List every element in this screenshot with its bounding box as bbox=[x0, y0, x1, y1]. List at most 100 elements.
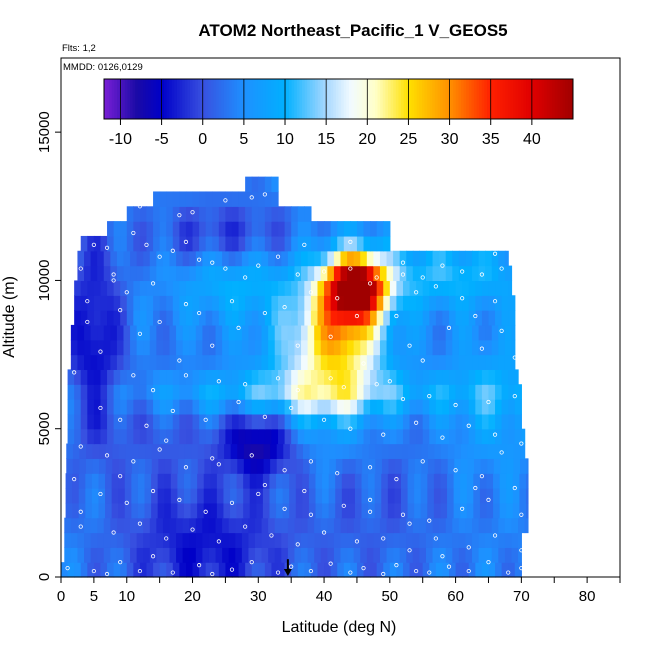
observation-point bbox=[72, 477, 77, 482]
heatmap-cell bbox=[458, 339, 467, 356]
heatmap-cell bbox=[231, 206, 240, 222]
heatmap-cell bbox=[199, 399, 207, 415]
heatmap-cell bbox=[324, 384, 332, 400]
heatmap-cell bbox=[218, 369, 227, 385]
heatmap-cell bbox=[67, 399, 75, 415]
heatmap-cell bbox=[354, 473, 363, 489]
heatmap-cell bbox=[84, 339, 92, 356]
heatmap-cell bbox=[125, 458, 133, 474]
heatmap-cell bbox=[379, 265, 388, 282]
heatmap-cell bbox=[343, 295, 351, 311]
heatmap-cell bbox=[146, 206, 154, 222]
colorbar-swatch bbox=[471, 79, 475, 119]
heatmap-cell bbox=[350, 399, 358, 415]
heatmap-cell bbox=[278, 206, 286, 222]
heatmap-cell bbox=[159, 280, 167, 296]
heatmap-cell bbox=[77, 250, 85, 267]
heatmap-cell bbox=[243, 473, 251, 489]
heatmap-cell bbox=[310, 369, 319, 385]
heatmap-cell bbox=[493, 458, 501, 474]
observation-point bbox=[486, 399, 491, 405]
colorbar-swatch bbox=[335, 79, 339, 119]
observation-point bbox=[321, 269, 327, 274]
heatmap-cell bbox=[144, 488, 152, 504]
heatmap-cell bbox=[93, 399, 102, 415]
heatmap-cell bbox=[479, 488, 488, 504]
colorbar-swatch bbox=[565, 79, 569, 119]
heatmap-cell bbox=[245, 235, 253, 252]
heatmap-cell bbox=[481, 413, 490, 430]
heatmap-cell bbox=[146, 280, 154, 296]
heatmap-cell bbox=[316, 443, 324, 459]
heatmap-cell bbox=[518, 532, 522, 548]
observation-point bbox=[453, 245, 458, 250]
heatmap-cell bbox=[395, 458, 403, 474]
heatmap-cell bbox=[144, 502, 152, 519]
heatmap-cell bbox=[143, 339, 151, 356]
heatmap-cell bbox=[185, 235, 194, 252]
heatmap-cell bbox=[103, 532, 111, 548]
observation-point bbox=[150, 281, 156, 286]
heatmap-cell bbox=[324, 295, 332, 311]
heatmap-cell bbox=[348, 502, 356, 519]
heatmap-cell bbox=[156, 339, 164, 356]
heatmap-cell bbox=[304, 384, 312, 400]
heatmap-cell bbox=[481, 310, 490, 326]
observation-point bbox=[183, 465, 189, 470]
heatmap-cell bbox=[389, 295, 397, 311]
heatmap-cell bbox=[258, 310, 266, 326]
heatmap-cell bbox=[189, 339, 197, 356]
heatmap-cell bbox=[514, 428, 522, 445]
heatmap-cell bbox=[153, 235, 161, 252]
heatmap-cell bbox=[375, 458, 383, 474]
heatmap-cell bbox=[153, 413, 161, 430]
heatmap-cell bbox=[236, 473, 244, 489]
heatmap-cell bbox=[199, 310, 207, 326]
heatmap-cell bbox=[412, 265, 421, 282]
heatmap-cell bbox=[189, 250, 197, 267]
colorbar-swatch bbox=[388, 79, 392, 119]
heatmap-cell bbox=[519, 488, 527, 504]
x-tick-label: 0 bbox=[57, 588, 65, 605]
heatmap-cell bbox=[356, 295, 365, 311]
colorbar-swatch bbox=[104, 79, 108, 119]
heatmap-cell bbox=[520, 443, 526, 459]
heatmap-cell bbox=[401, 502, 409, 519]
heatmap-cell bbox=[320, 354, 328, 370]
heatmap-cell bbox=[491, 324, 499, 341]
heatmap-cell bbox=[166, 295, 174, 311]
observation-point bbox=[111, 530, 116, 535]
heatmap-cell bbox=[475, 399, 483, 415]
heatmap-cell bbox=[416, 562, 424, 578]
heatmap-cell bbox=[388, 458, 396, 474]
heatmap-cell bbox=[164, 488, 172, 504]
heatmap-cell bbox=[472, 265, 480, 282]
heatmap-cell bbox=[185, 310, 194, 326]
heatmap-cell bbox=[153, 206, 161, 222]
heatmap-cell bbox=[84, 547, 92, 563]
heatmap-cell bbox=[501, 428, 509, 445]
heatmap-cell bbox=[508, 399, 516, 415]
heatmap-cell bbox=[132, 458, 140, 474]
heatmap-cell bbox=[183, 473, 192, 489]
heatmap-cell bbox=[350, 235, 358, 252]
heatmap-cell bbox=[458, 547, 467, 563]
heatmap-cell bbox=[133, 221, 141, 237]
heatmap-cell bbox=[525, 502, 529, 519]
heatmap-cell bbox=[466, 488, 474, 504]
heatmap-cell bbox=[386, 324, 394, 341]
heatmap-cell bbox=[341, 488, 349, 504]
heatmap-cell bbox=[402, 399, 411, 415]
heatmap-cell bbox=[258, 562, 266, 578]
heatmap-cell bbox=[110, 532, 118, 548]
heatmap-cell bbox=[192, 562, 200, 578]
heatmap-cell bbox=[370, 221, 378, 237]
heatmap-cell bbox=[84, 532, 92, 548]
observation-point bbox=[118, 417, 123, 422]
heatmap-cell bbox=[70, 324, 79, 341]
colorbar-swatch bbox=[427, 79, 431, 119]
heatmap-cell bbox=[243, 488, 251, 504]
colorbar-swatch bbox=[494, 79, 498, 119]
heatmap-cell bbox=[235, 532, 243, 548]
heatmap-cell bbox=[118, 473, 126, 489]
